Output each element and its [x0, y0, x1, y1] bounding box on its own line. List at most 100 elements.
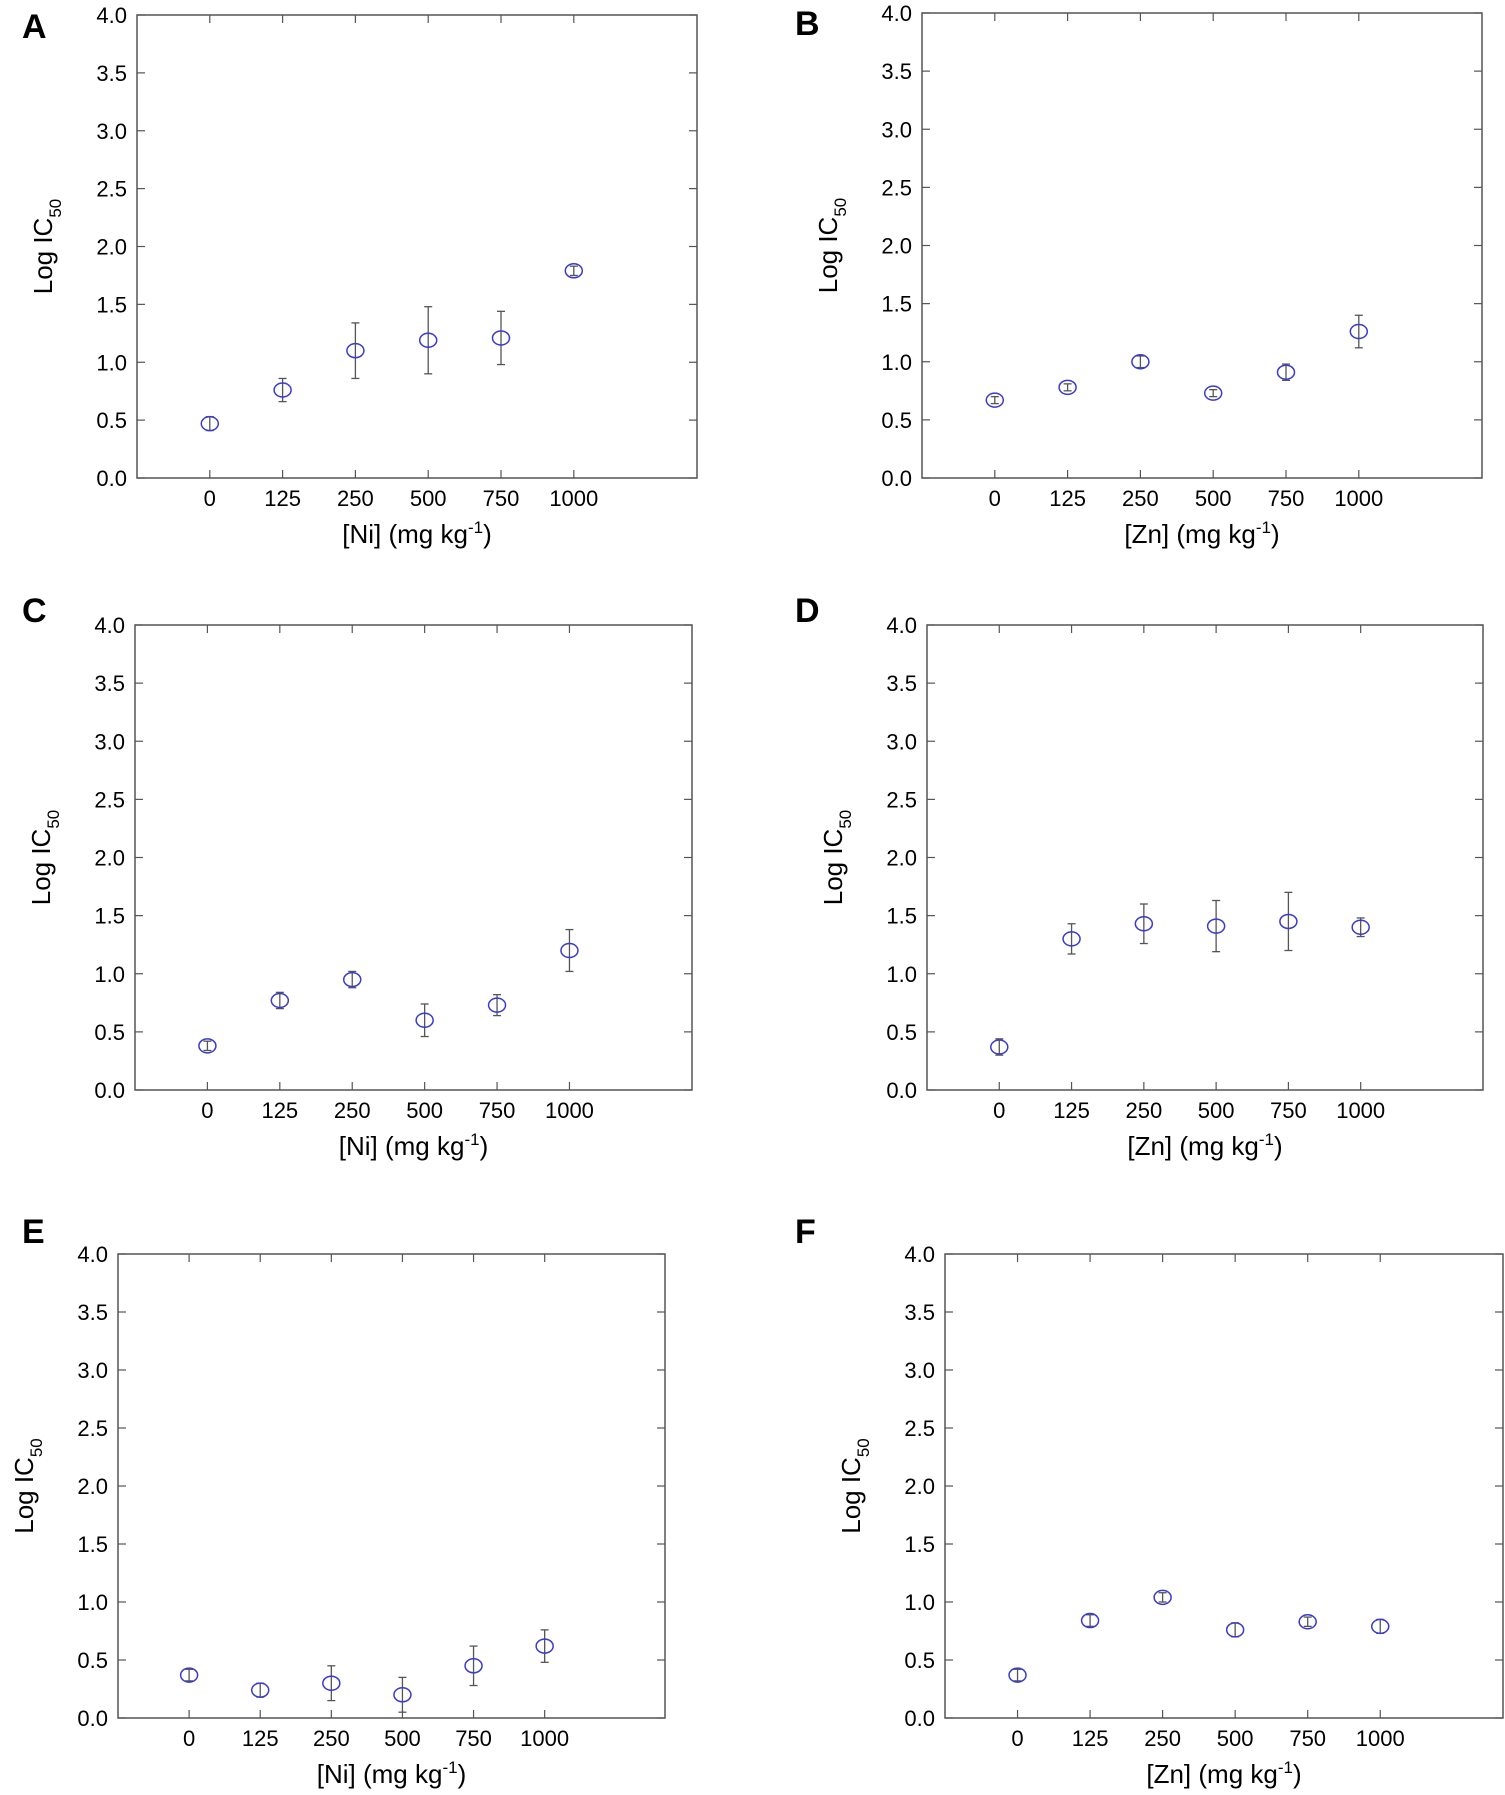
- y-tick-label: 2.5: [77, 1416, 108, 1441]
- y-tick-label: 3.5: [94, 671, 125, 696]
- x-tick-label: 125: [1053, 1098, 1090, 1123]
- panel-a: A 0.0 0.5 1.0 1.5 2.0 2.5 3.0 3.5 4.0 0 125 250 500 75…: [22, 3, 698, 549]
- x-axis-title-tail: ): [1271, 519, 1280, 549]
- y-tick-label: 0.5: [96, 408, 127, 433]
- data-point: [1058, 379, 1077, 396]
- data-point: [1203, 385, 1223, 401]
- x-axis-title-sup: -1: [442, 1758, 457, 1777]
- y-tick-label: 2.0: [77, 1474, 108, 1499]
- x-axis-title-sup: -1: [468, 518, 483, 537]
- y-tick-label: 2.5: [94, 787, 125, 812]
- y-tick-label: 4.0: [94, 613, 125, 638]
- y-tick-label: 2.5: [96, 177, 127, 202]
- data-point: [560, 942, 579, 959]
- panel-letter: F: [795, 1213, 816, 1251]
- panel-letter: B: [795, 5, 820, 43]
- x-tick-label: 750: [1268, 486, 1305, 511]
- x-tick-label: 1000: [549, 486, 598, 511]
- y-axis-title-sub: 50: [27, 1438, 46, 1457]
- data-point: [487, 997, 507, 1013]
- x-axis-title-tail: ): [1274, 1131, 1283, 1161]
- data-point: [1225, 1622, 1245, 1638]
- panel-e: E 0.0 0.5 1.0 1.5 2.0 2.5 3.0 3.5 4.0 0 125 250 500 75…: [9, 1213, 666, 1789]
- x-axis-title: [Ni] (mg kg-1): [317, 1758, 466, 1789]
- x-tick-label: 0: [989, 486, 1001, 511]
- y-tick-label: 4.0: [886, 613, 917, 638]
- data-point: [418, 332, 438, 349]
- x-axis-title: [Ni] (mg kg-1): [342, 518, 491, 549]
- data-point: [985, 392, 1005, 408]
- y-axis-title-main: Log IC: [9, 1457, 39, 1534]
- plot-frame: [136, 14, 698, 479]
- data-point: [464, 1658, 483, 1674]
- data-point: [250, 1682, 270, 1698]
- y-tick-label: 0.0: [904, 1706, 935, 1731]
- y-tick-label: 4.0: [881, 1, 912, 26]
- y-tick-label: 0.0: [881, 466, 912, 491]
- x-tick-label: 250: [1122, 486, 1159, 511]
- x-tick-label: 1000: [1334, 486, 1383, 511]
- y-axis-title-sub: 50: [836, 810, 855, 829]
- x-axis-title-main: [Ni] (mg kg: [339, 1131, 465, 1161]
- y-tick-label: 1.5: [94, 904, 125, 929]
- data-point: [179, 1667, 199, 1683]
- x-axis-title: [Ni] (mg kg-1): [339, 1130, 488, 1161]
- y-tick-label: 0.0: [77, 1706, 108, 1731]
- x-tick-label: 750: [479, 1098, 516, 1123]
- data-point: [1276, 364, 1296, 380]
- x-axis-title: [Zn] (mg kg-1): [1146, 1758, 1301, 1789]
- y-tick-label: 1.5: [96, 292, 127, 317]
- x-axis-title: [Zn] (mg kg-1): [1124, 518, 1279, 549]
- panel-d: D 0.0 0.5 1.0 1.5 2.0 2.5 3.0 3.5 4.0 0 125 250 500 75…: [795, 592, 1484, 1161]
- y-tick-label: 3.5: [904, 1300, 935, 1325]
- x-tick-label: 1000: [520, 1726, 569, 1751]
- x-axis-title-main: [Ni] (mg kg: [317, 1759, 443, 1789]
- y-tick-label: 1.0: [96, 350, 127, 375]
- y-tick-label: 2.0: [96, 235, 127, 260]
- panel-letter: E: [22, 1213, 45, 1251]
- x-axis-title-tail: ): [1293, 1759, 1302, 1789]
- y-tick-label: 1.0: [904, 1590, 935, 1615]
- y-tick-label: 1.5: [77, 1532, 108, 1557]
- x-tick-label: 0: [1011, 1726, 1023, 1751]
- x-tick-label: 750: [455, 1726, 492, 1751]
- data-point: [273, 382, 292, 398]
- x-axis-title-tail: ): [483, 519, 492, 549]
- y-tick-label: 2.5: [904, 1416, 935, 1441]
- data-point: [200, 415, 220, 432]
- x-axis-title-main: [Zn] (mg kg: [1124, 519, 1255, 549]
- y-axis-title-main: Log IC: [26, 829, 56, 906]
- y-axis-title: Log IC50: [813, 198, 850, 294]
- panel-c: C 0.0 0.5 1.0 1.5 2.0 2.5 3.0 3.5 4.0 0 125 250 500 75…: [22, 592, 693, 1161]
- y-tick-label: 3.0: [904, 1358, 935, 1383]
- y-tick-label: 0.5: [94, 1020, 125, 1045]
- y-axis-title: Log IC50: [26, 810, 63, 906]
- y-tick-label: 2.5: [881, 175, 912, 200]
- x-tick-label: 1000: [1336, 1098, 1385, 1123]
- y-tick-label: 0.0: [886, 1078, 917, 1103]
- panel-b: B 0.0 0.5 1.0 1.5 2.0 2.5 3.0 3.5 4.0 0 125 250 500 75…: [795, 1, 1483, 549]
- y-tick-label: 3.5: [77, 1300, 108, 1325]
- data-point: [1080, 1612, 1100, 1629]
- panel-letter: C: [22, 592, 47, 630]
- y-axis-title: Log IC50: [28, 199, 65, 295]
- x-tick-label: 125: [1049, 486, 1086, 511]
- y-tick-label: 3.0: [886, 729, 917, 754]
- x-tick-label: 500: [1195, 486, 1232, 511]
- data-point: [1008, 1667, 1027, 1683]
- data-point: [1131, 354, 1150, 370]
- panel-f: F 0.0 0.5 1.0 1.5 2.0 2.5 3.0 3.5 4.0 0 125 250 500 75…: [795, 1213, 1504, 1789]
- y-tick-label: 3.5: [881, 59, 912, 84]
- x-tick-label: 125: [242, 1726, 279, 1751]
- x-axis-title-main: [Zn] (mg kg: [1146, 1759, 1277, 1789]
- panel-letter: A: [22, 8, 47, 46]
- y-axis-title-sub: 50: [854, 1438, 873, 1457]
- y-tick-label: 4.0: [904, 1242, 935, 1267]
- x-axis-title-sup: -1: [1259, 1130, 1274, 1149]
- y-axis-title-sub: 50: [831, 198, 850, 217]
- data-point: [1206, 918, 1226, 934]
- x-tick-label: 750: [1270, 1098, 1307, 1123]
- y-axis-title: Log IC50: [818, 810, 855, 906]
- data-point: [1134, 916, 1154, 932]
